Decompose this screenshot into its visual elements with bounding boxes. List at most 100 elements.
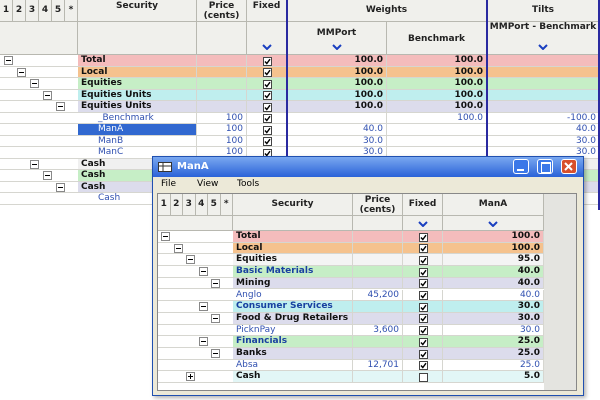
checkbox[interactable] xyxy=(419,349,428,359)
tree-cell xyxy=(158,277,233,290)
tilt-cell: -100.0 xyxy=(487,112,600,124)
checkbox[interactable] xyxy=(419,372,428,382)
column-header: Tilts xyxy=(487,0,600,22)
checkbox[interactable] xyxy=(263,91,272,100)
checkbox[interactable] xyxy=(263,68,272,77)
security-cell: Equities Units xyxy=(78,101,197,113)
expander[interactable] xyxy=(4,56,13,65)
expander-minus xyxy=(45,94,50,96)
mana-cell: 40.0 xyxy=(443,277,544,290)
expander-minus xyxy=(45,175,50,176)
level-button[interactable]: 3 xyxy=(26,0,39,22)
tree-cell xyxy=(158,324,233,337)
expander-minus xyxy=(19,71,24,73)
menu-item[interactable]: Tools xyxy=(237,179,260,189)
price-cell xyxy=(353,254,403,267)
expander[interactable] xyxy=(56,182,65,192)
mana-cell: 25.0 xyxy=(443,359,544,372)
expander[interactable] xyxy=(211,313,220,323)
close-button[interactable] xyxy=(561,159,577,174)
mana-cell: 5.0 xyxy=(443,371,544,384)
level-button[interactable]: 1 xyxy=(0,0,13,22)
tree-cell xyxy=(158,242,233,255)
menu-item[interactable]: File xyxy=(161,179,177,189)
level-button[interactable]: 4 xyxy=(39,0,52,22)
checkbox[interactable] xyxy=(263,114,272,123)
expander[interactable] xyxy=(186,372,195,382)
level-button[interactable]: 5 xyxy=(52,0,65,22)
header-blank xyxy=(247,22,287,55)
price-cell: 45,200 xyxy=(353,289,403,302)
header-blank xyxy=(403,216,443,231)
mmport-cell: 30.0 xyxy=(287,135,387,147)
expander[interactable] xyxy=(211,278,220,288)
checkbox[interactable] xyxy=(419,302,428,312)
security-cell: Mining xyxy=(233,277,353,290)
expander[interactable] xyxy=(173,243,183,253)
mmport-cell: 40.0 xyxy=(287,124,387,136)
tilt-cell xyxy=(487,101,600,113)
checkbox[interactable] xyxy=(419,326,428,336)
sort-icon[interactable] xyxy=(538,44,548,50)
mana-cell: 100.0 xyxy=(443,231,544,243)
expander-plus xyxy=(190,374,191,380)
menu-item[interactable]: View xyxy=(197,179,219,189)
expander[interactable] xyxy=(198,337,208,347)
expander[interactable] xyxy=(211,349,220,358)
checkbox[interactable] xyxy=(263,125,272,135)
mana-cell: 30.0 xyxy=(443,312,544,325)
level-button[interactable]: * xyxy=(65,0,78,22)
sort-icon[interactable] xyxy=(332,44,342,50)
checkbox[interactable] xyxy=(263,137,272,146)
checkbox[interactable] xyxy=(419,244,428,254)
checkbox[interactable] xyxy=(419,314,428,324)
level-button[interactable]: 5 xyxy=(208,194,221,216)
expander[interactable] xyxy=(161,232,170,241)
level-button[interactable]: 2 xyxy=(170,194,183,216)
level-button[interactable]: 2 xyxy=(13,0,26,22)
checkbox[interactable] xyxy=(419,337,428,347)
price-cell xyxy=(353,371,403,384)
checkbox[interactable] xyxy=(419,255,428,265)
checkbox[interactable] xyxy=(263,56,272,66)
checkbox[interactable] xyxy=(263,79,272,89)
sort-icon[interactable] xyxy=(488,221,498,227)
expander[interactable] xyxy=(198,302,208,312)
expander[interactable] xyxy=(43,90,52,100)
tilt-cell xyxy=(487,89,600,101)
expander[interactable] xyxy=(30,159,39,169)
mmport-cell: 100.0 xyxy=(287,89,387,101)
tree-cell xyxy=(0,112,78,124)
maximize-button[interactable] xyxy=(537,159,553,174)
price-cell xyxy=(197,89,247,101)
expander[interactable] xyxy=(30,79,39,88)
benchmark-cell: 100.0 xyxy=(387,78,487,90)
checkbox[interactable] xyxy=(419,361,428,371)
level-button[interactable]: 1 xyxy=(158,194,171,216)
tree-cell xyxy=(158,359,233,372)
sort-icon[interactable] xyxy=(418,221,428,227)
security-cell: ManA xyxy=(78,124,197,136)
level-button[interactable]: * xyxy=(220,194,233,216)
expander[interactable] xyxy=(56,102,65,111)
minimize-button[interactable] xyxy=(513,159,529,174)
expander[interactable] xyxy=(198,267,208,277)
expander-minus xyxy=(58,106,63,107)
checkbox[interactable] xyxy=(419,267,428,277)
price-cell xyxy=(197,66,247,78)
level-button[interactable]: 3 xyxy=(183,194,196,216)
sort-icon[interactable] xyxy=(262,44,272,50)
checkbox[interactable] xyxy=(419,291,428,300)
checkbox[interactable] xyxy=(419,232,428,242)
expander[interactable] xyxy=(186,255,195,265)
mana-cell: 95.0 xyxy=(443,254,544,267)
level-button[interactable]: 4 xyxy=(195,194,208,216)
benchmark-cell: 100.0 xyxy=(387,112,487,124)
expander[interactable] xyxy=(43,171,52,180)
mmport-cell: 100.0 xyxy=(287,101,387,113)
expander-minus xyxy=(32,83,37,84)
expander[interactable] xyxy=(17,67,26,77)
checkbox[interactable] xyxy=(263,102,272,112)
checkbox[interactable] xyxy=(419,279,428,289)
price-cell xyxy=(353,277,403,290)
